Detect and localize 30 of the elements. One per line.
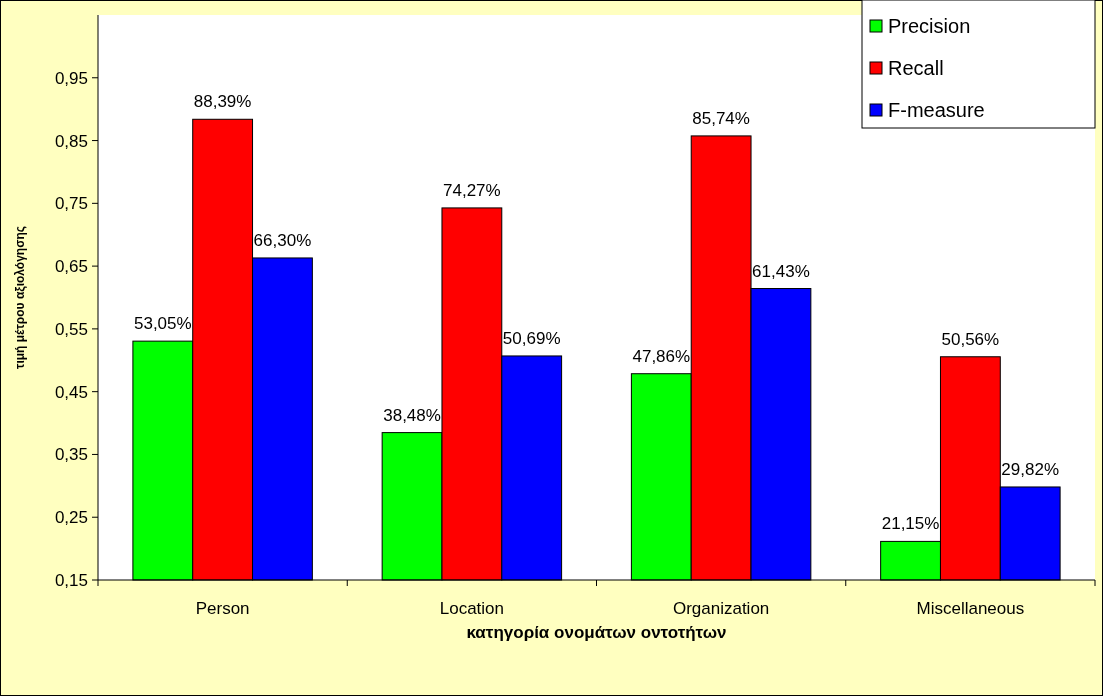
data-label: 74,27% <box>443 180 501 200</box>
y-tick-label: 0,35 <box>54 445 88 465</box>
data-label: 21,15% <box>881 514 940 534</box>
y-tick-label: 0,25 <box>54 508 88 528</box>
data-label: 29,82% <box>1001 459 1060 479</box>
legend-label: Precision <box>888 15 971 37</box>
data-label: 61,43% <box>752 261 810 281</box>
data-label: 53,05% <box>133 314 192 334</box>
y-tick-label: 0,65 <box>54 257 88 277</box>
y-tick-label: 0,85 <box>54 131 88 151</box>
data-label: 38,48% <box>383 405 441 425</box>
y-tick-label: 0,55 <box>54 319 88 339</box>
data-label: 47,86% <box>632 346 691 366</box>
x-tick-label: Miscellaneous <box>916 599 1025 618</box>
data-label: 66,30% <box>253 230 312 250</box>
x-tick-label: Organization <box>672 599 770 618</box>
y-tick-label: 0,95 <box>54 68 88 88</box>
data-label: 85,74% <box>692 108 750 128</box>
data-label: 50,56% <box>941 329 1000 349</box>
y-tick-label: 0,45 <box>54 382 88 402</box>
y-axis-title: τιμή μέτρου αξιολόγησης <box>13 226 27 369</box>
x-axis-title: κατηγορία ονομάτων οντοτήτων <box>466 623 727 642</box>
x-tick-label: Person <box>195 599 250 618</box>
legend-label: Recall <box>888 57 944 79</box>
x-tick-label: Location <box>439 599 505 618</box>
y-tick-label: 0,75 <box>54 194 88 214</box>
data-label: 50,69% <box>502 328 561 348</box>
y-tick-label: 0,15 <box>54 570 88 590</box>
data-label: 88,39% <box>193 92 252 112</box>
legend-label: F-measure <box>888 99 985 121</box>
